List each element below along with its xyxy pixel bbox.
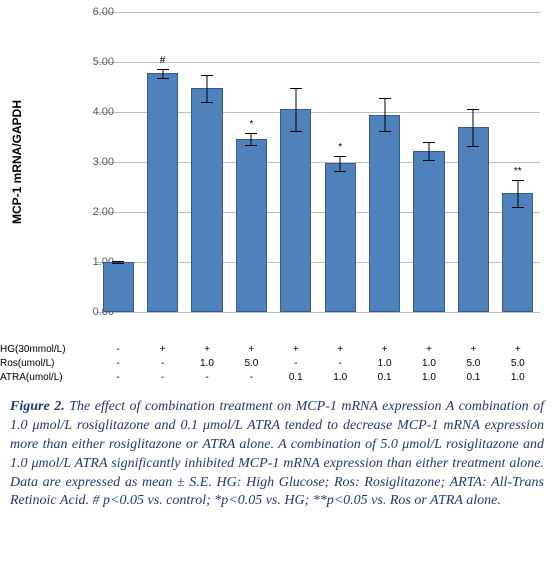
bar-group	[185, 12, 229, 312]
condition-cell: 0.1	[289, 372, 303, 383]
error-cap-top	[423, 142, 435, 143]
bar	[147, 73, 178, 312]
condition-cell: +	[426, 344, 432, 355]
condition-cell: 1.0	[333, 372, 347, 383]
condition-cell: +	[160, 344, 166, 355]
error-cap-top	[512, 180, 524, 181]
bar	[236, 139, 267, 312]
error-cap-bottom	[334, 171, 346, 172]
condition-cell: +	[337, 344, 343, 355]
error-cap-top	[112, 261, 124, 262]
condition-cell: +	[204, 344, 210, 355]
error-bar	[251, 133, 252, 145]
error-bar	[517, 180, 518, 207]
condition-row-label: Ros(umol/L)	[0, 358, 90, 369]
condition-row: ATRA(umol/L)----0.11.00.11.00.11.0	[60, 372, 540, 386]
condition-table: HG(30mmol/L)-+++++++++Ros(umol/L)--1.05.…	[60, 344, 540, 386]
error-bar	[162, 69, 163, 78]
figure-container: MCP-1 mRNA/GAPDH 0.001.002.003.004.005.0…	[0, 0, 554, 575]
condition-cell: 0.1	[378, 372, 392, 383]
caption-lead: Figure 2.	[10, 399, 65, 414]
bar-group	[451, 12, 495, 312]
condition-cell: -	[205, 372, 208, 383]
bar	[502, 193, 533, 312]
condition-cell: 1.0	[511, 372, 525, 383]
error-cap-top	[157, 69, 169, 70]
bar-group	[96, 12, 140, 312]
bar	[280, 109, 311, 312]
error-cap-top	[245, 133, 257, 134]
caption-body: The effect of combination treatment on M…	[10, 399, 544, 508]
bar-group	[362, 12, 406, 312]
error-bar	[473, 109, 474, 146]
plot-area: 0.001.002.003.004.005.006.00 #****	[96, 12, 540, 312]
error-cap-bottom	[467, 146, 479, 147]
condition-cell: +	[248, 344, 254, 355]
bar-annotation: *	[338, 142, 342, 153]
condition-cell: 1.0	[200, 358, 214, 369]
condition-cell: +	[293, 344, 299, 355]
error-bar	[206, 75, 207, 102]
error-cap-top	[201, 75, 213, 76]
bar-group	[407, 12, 451, 312]
bar-group	[274, 12, 318, 312]
error-cap-bottom	[112, 263, 124, 264]
error-cap-bottom	[157, 78, 169, 79]
condition-cell: -	[161, 358, 164, 369]
condition-cell: 5.0	[244, 358, 258, 369]
condition-row: Ros(umol/L)--1.05.0--1.01.05.05.0	[60, 358, 540, 372]
condition-cell: -	[117, 372, 120, 383]
bar	[458, 127, 489, 312]
bar	[103, 262, 134, 312]
condition-cell: -	[294, 358, 297, 369]
bar-group: *	[318, 12, 362, 312]
bars-container: #****	[96, 12, 540, 312]
error-bar	[295, 88, 296, 131]
condition-row-label: ATRA(umol/L)	[0, 372, 90, 383]
error-cap-top	[334, 156, 346, 157]
condition-cell: +	[470, 344, 476, 355]
error-bar	[384, 98, 385, 131]
condition-cell: 5.0	[511, 358, 525, 369]
condition-cell: 0.1	[466, 372, 480, 383]
condition-cell: 5.0	[466, 358, 480, 369]
condition-cell: -	[117, 344, 120, 355]
bar	[191, 88, 222, 312]
condition-cell: 1.0	[422, 372, 436, 383]
error-cap-bottom	[201, 102, 213, 103]
bar-group: **	[496, 12, 540, 312]
chart: MCP-1 mRNA/GAPDH 0.001.002.003.004.005.0…	[60, 12, 540, 342]
error-bar	[340, 156, 341, 171]
bar-annotation: #	[160, 55, 166, 66]
bar	[413, 151, 444, 313]
error-bar	[428, 142, 429, 160]
condition-cell: 1.0	[422, 358, 436, 369]
error-cap-top	[290, 88, 302, 89]
condition-cell: -	[250, 372, 253, 383]
condition-cell: +	[382, 344, 388, 355]
error-cap-top	[379, 98, 391, 99]
condition-row: HG(30mmol/L)-+++++++++	[60, 344, 540, 358]
condition-cell: -	[339, 358, 342, 369]
bar-annotation: *	[249, 119, 253, 130]
error-cap-bottom	[423, 160, 435, 161]
condition-cell: -	[161, 372, 164, 383]
bar-annotation: **	[514, 166, 522, 177]
error-cap-bottom	[379, 131, 391, 132]
condition-cell: 1.0	[378, 358, 392, 369]
error-cap-top	[467, 109, 479, 110]
bar-group: *	[229, 12, 273, 312]
y-axis-title: MCP-1 mRNA/GAPDH	[10, 100, 24, 224]
error-cap-bottom	[290, 131, 302, 132]
condition-cell: +	[515, 344, 521, 355]
grid-line	[96, 312, 540, 313]
error-cap-bottom	[512, 207, 524, 208]
bar	[325, 163, 356, 312]
bar	[369, 115, 400, 313]
condition-cell: -	[117, 358, 120, 369]
figure-caption: Figure 2. The effect of combination trea…	[10, 398, 544, 511]
bar-group: #	[140, 12, 184, 312]
condition-row-label: HG(30mmol/L)	[0, 344, 90, 355]
error-cap-bottom	[245, 145, 257, 146]
